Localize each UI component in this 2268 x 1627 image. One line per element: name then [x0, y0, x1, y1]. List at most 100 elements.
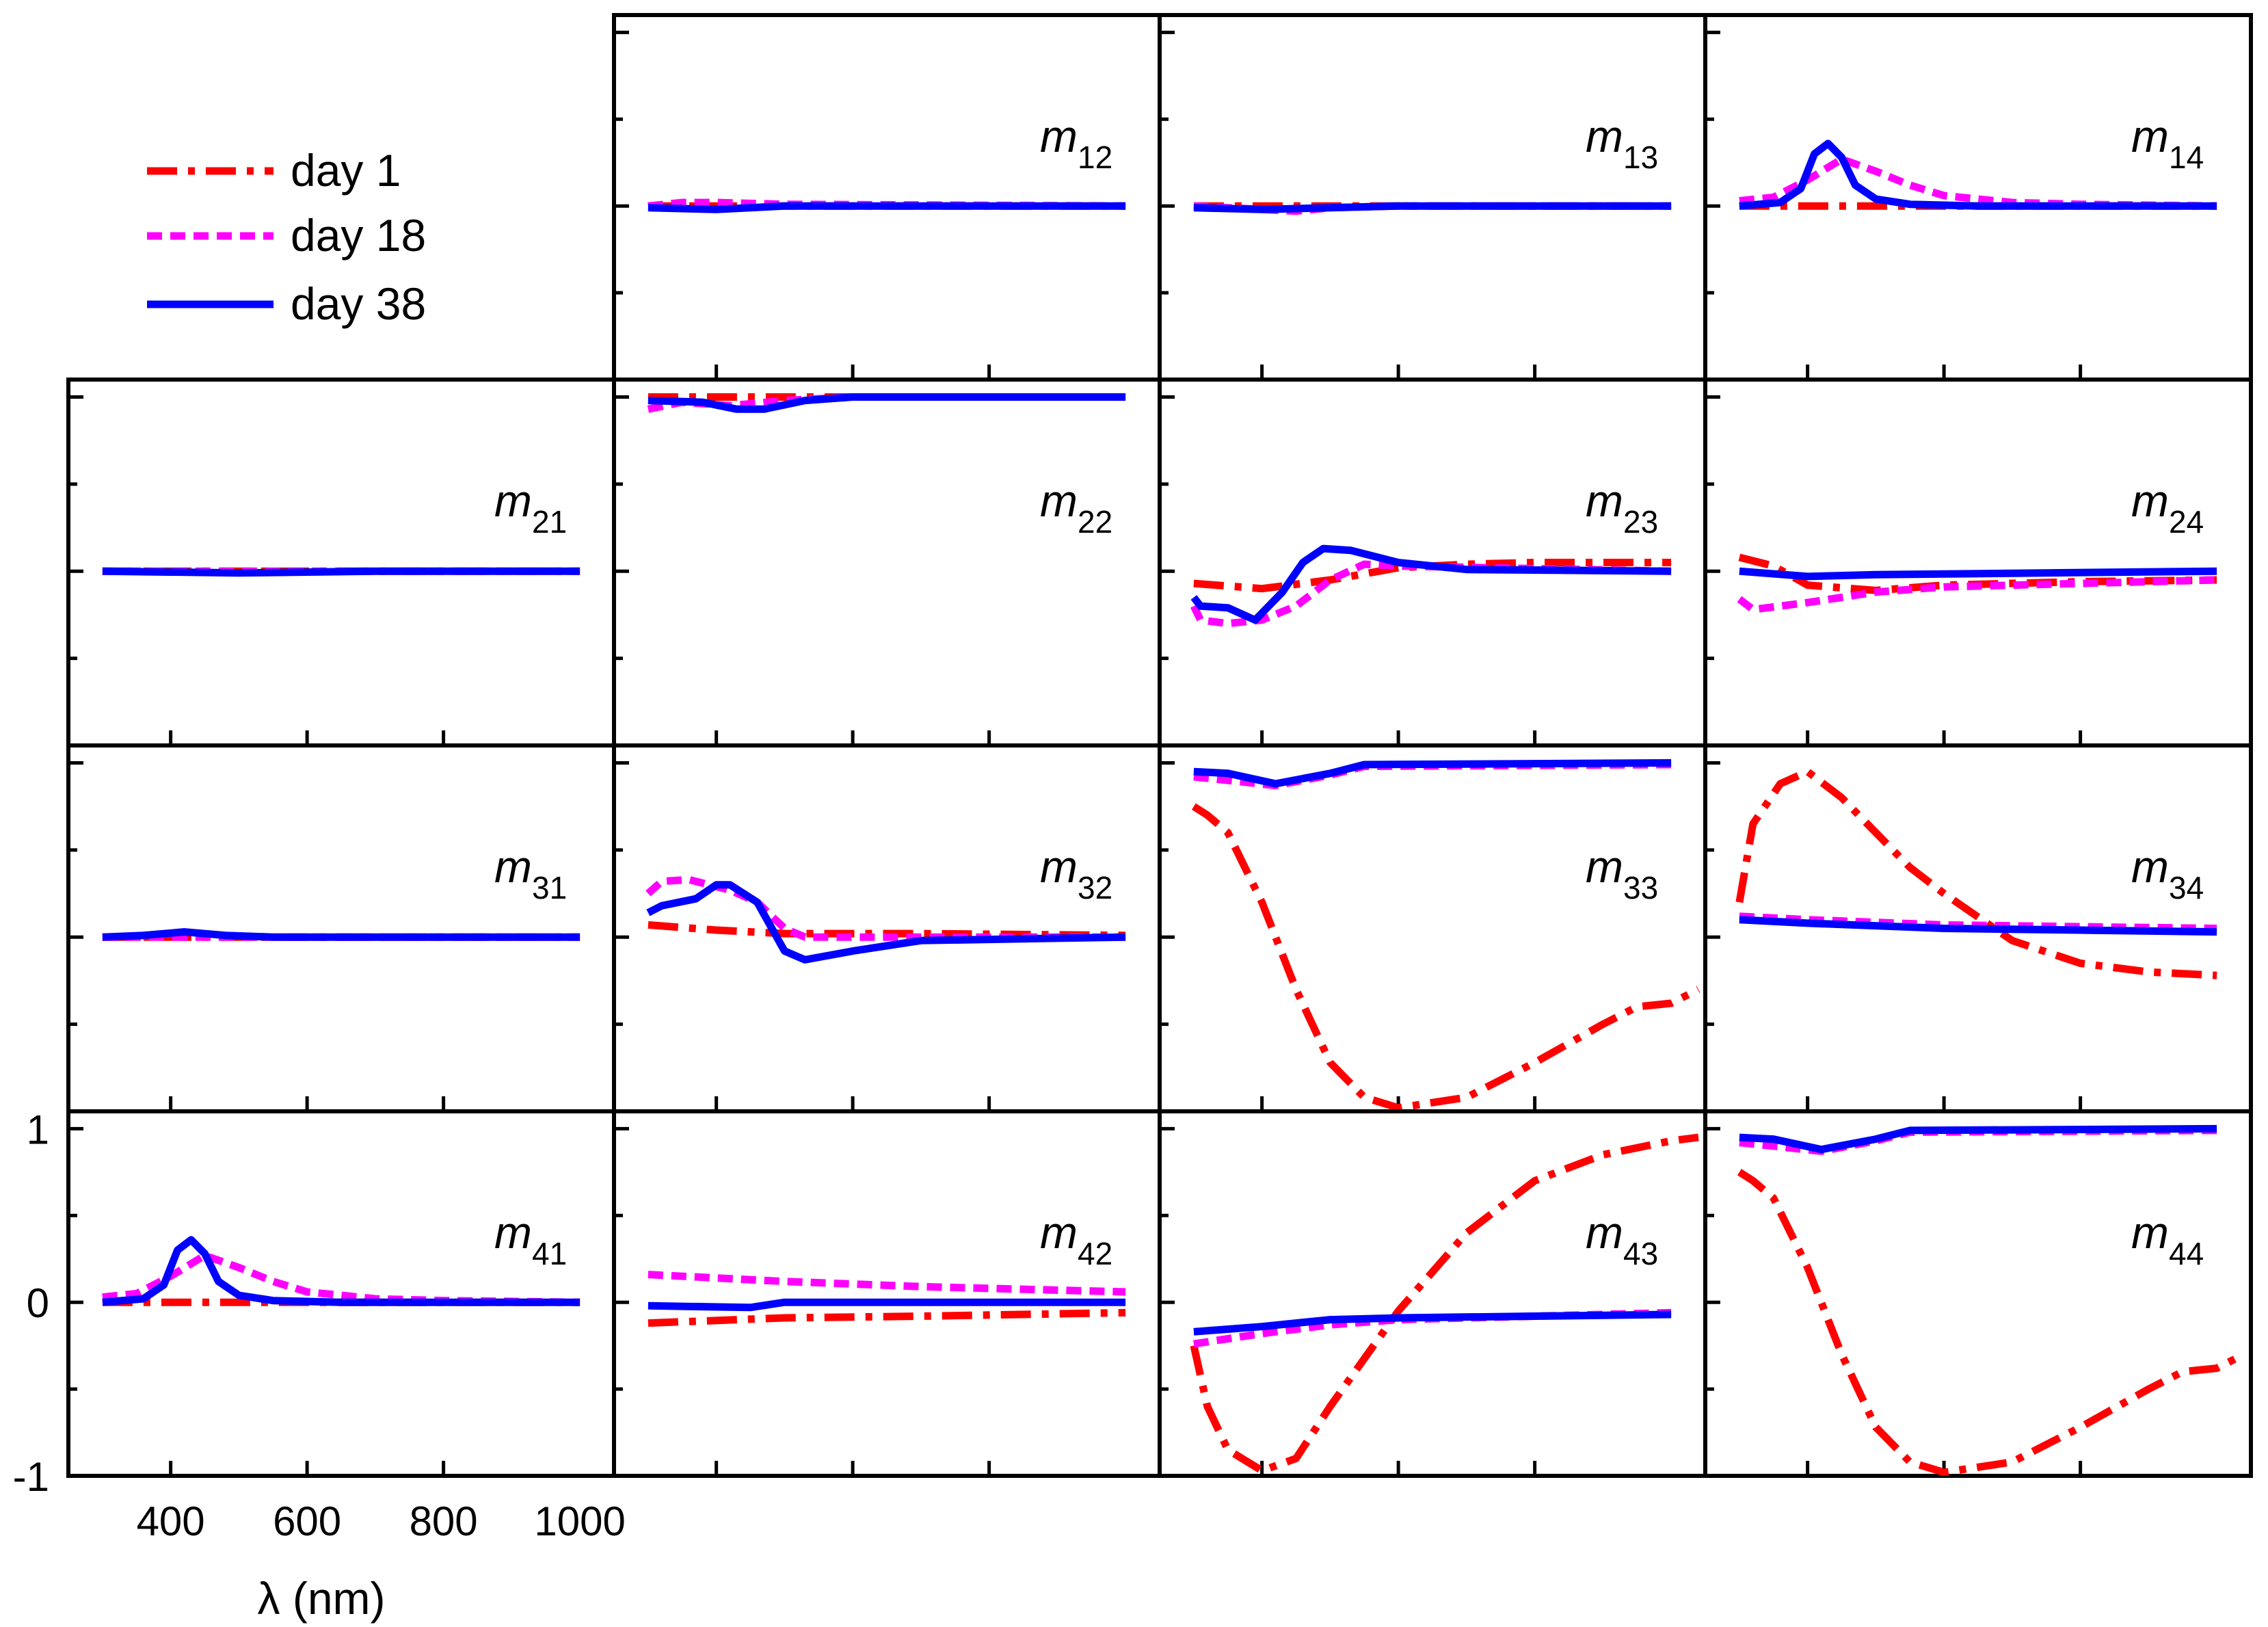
x-tick-label-600: 600 [273, 1498, 341, 1544]
x-tick-label-400: 400 [137, 1498, 205, 1544]
panel-m21: m21 [66, 378, 616, 748]
panel-m43: m43 [1158, 1109, 1707, 1478]
series-line-day-18-m24 [1737, 576, 2217, 613]
series-group-m13 [1193, 202, 1672, 215]
series-group-m23 [1190, 544, 1672, 628]
series-line-day-38-m43 [1193, 1310, 1672, 1336]
x-tick-label-800: 800 [410, 1498, 478, 1544]
panel-label-m23: m23 [1586, 475, 1658, 540]
panel-label-m13: m13 [1586, 111, 1658, 175]
panel-label-letter-m12: m [1040, 111, 1078, 161]
panel-label-subscript-m23: 23 [1623, 504, 1658, 540]
panel-label-subscript-m34: 34 [2169, 870, 2204, 905]
axes-labels: λ (nm) -1 0 1 400 600 800 1000 [13, 1107, 626, 1624]
panel-frame-m43 [1158, 1109, 1707, 1478]
panel-m34: m34 [1703, 743, 2253, 1113]
series-line-day-38-m32 [646, 881, 1126, 964]
panel-label-m24: m24 [2131, 475, 2204, 540]
series-line-day-38-m33 [1193, 759, 1672, 788]
panel-label-subscript-m13: 13 [1623, 140, 1658, 175]
series-line-day-1-m33 [1191, 803, 1700, 1111]
series-line-day-38-m42 [648, 1298, 1126, 1312]
panel-label-m22: m22 [1040, 475, 1112, 540]
legend: day 1 day 18 day 38 [147, 145, 426, 329]
panel-label-subscript-m44: 44 [2169, 1236, 2204, 1271]
panel-label-subscript-m43: 43 [1623, 1236, 1658, 1271]
series-line-day-38-m14 [1739, 140, 2217, 210]
panel-label-letter-m43: m [1586, 1207, 1623, 1258]
panel-label-subscript-m33: 33 [1623, 870, 1658, 905]
panel-label-m12: m12 [1040, 111, 1112, 175]
y-tick-label-1: 1 [27, 1107, 49, 1152]
legend-label-day-38: day 38 [291, 278, 426, 329]
series-line-day-38-m34 [1739, 916, 2217, 936]
panel-label-m14: m14 [2131, 111, 2204, 175]
series-group-m22 [647, 393, 1126, 413]
panel-label-subscript-m31: 31 [532, 870, 567, 905]
panel-m14: m14 [1703, 13, 2253, 382]
series-group-m43 [1190, 1133, 1699, 1474]
panel-label-subscript-m22: 22 [1078, 504, 1112, 540]
panel-label-m44: m44 [2131, 1207, 2204, 1271]
panel-label-subscript-m24: 24 [2169, 504, 2204, 540]
panel-label-letter-m42: m [1040, 1207, 1078, 1258]
panel-label-letter-m32: m [1040, 841, 1078, 892]
series-group-m41 [102, 1236, 581, 1306]
series-line-day-18-m41 [102, 1252, 581, 1306]
panel-label-m42: m42 [1040, 1207, 1112, 1271]
panel-label-subscript-m41: 41 [532, 1236, 567, 1271]
legend-label-day-1: day 1 [291, 145, 401, 196]
series-line-day-18-m23 [1190, 560, 1672, 628]
panel-frame-m12 [612, 13, 1162, 382]
panel-frame-m31 [66, 743, 616, 1113]
series-group-m32 [645, 875, 1126, 964]
panel-label-letter-m23: m [1586, 475, 1623, 526]
panel-label-m21: m21 [494, 475, 567, 540]
series-group-m24 [1737, 553, 2217, 613]
panel-m42: m42 [612, 1109, 1162, 1478]
series-line-day-38-m44 [1739, 1124, 2217, 1154]
legend-label-day-18: day 18 [291, 210, 426, 261]
panel-label-m32: m32 [1040, 841, 1112, 905]
series-group-m21 [102, 567, 581, 577]
panel-frame-m21 [66, 378, 616, 748]
series-line-day-18-m42 [648, 1271, 1126, 1296]
panel-m24: m24 [1703, 378, 2253, 748]
series-line-day-38-m21 [102, 567, 581, 577]
series-group-m12 [648, 198, 1126, 213]
panel-label-letter-m14: m [2131, 111, 2169, 161]
x-axis-title: λ (nm) [258, 1573, 386, 1624]
panel-label-subscript-m42: 42 [1078, 1236, 1112, 1271]
panel-label-m31: m31 [494, 841, 567, 905]
series-line-day-1-m43 [1190, 1133, 1699, 1474]
panel-frame-m44 [1703, 1109, 2253, 1478]
panel-m31: m31 [66, 743, 616, 1113]
panel-label-subscript-m12: 12 [1078, 140, 1112, 175]
series-line-day-38-m24 [1739, 567, 2217, 581]
panel-label-letter-m34: m [2131, 841, 2169, 892]
series-line-day-1-m34 [1735, 767, 2217, 979]
panel-m44: m44 [1703, 1109, 2253, 1478]
series-line-day-38-m13 [1193, 202, 1672, 213]
panel-label-m34: m34 [2131, 841, 2204, 905]
panel-m32: m32 [612, 743, 1162, 1113]
panel-label-letter-m44: m [2131, 1207, 2169, 1258]
panel-label-subscript-m32: 32 [1078, 870, 1112, 905]
panel-label-m43: m43 [1586, 1207, 1658, 1271]
series-line-day-38-m31 [102, 928, 581, 941]
series-group-m31 [102, 928, 581, 941]
panel-label-letter-m13: m [1586, 111, 1623, 161]
panel-label-letter-m31: m [494, 841, 532, 892]
panel-label-letter-m22: m [1040, 475, 1078, 526]
panel-label-subscript-m21: 21 [532, 504, 567, 540]
series-line-day-38-m22 [648, 393, 1126, 413]
x-tick-label-1000: 1000 [534, 1498, 625, 1544]
series-group-m42 [648, 1271, 1126, 1327]
panel-label-letter-m24: m [2131, 475, 2169, 526]
panel-label-subscript-m14: 14 [2169, 140, 2204, 175]
panel-label-m41: m41 [494, 1207, 567, 1271]
panel-m41: m41 [66, 1109, 616, 1478]
panel-frame-m24 [1703, 378, 2253, 748]
